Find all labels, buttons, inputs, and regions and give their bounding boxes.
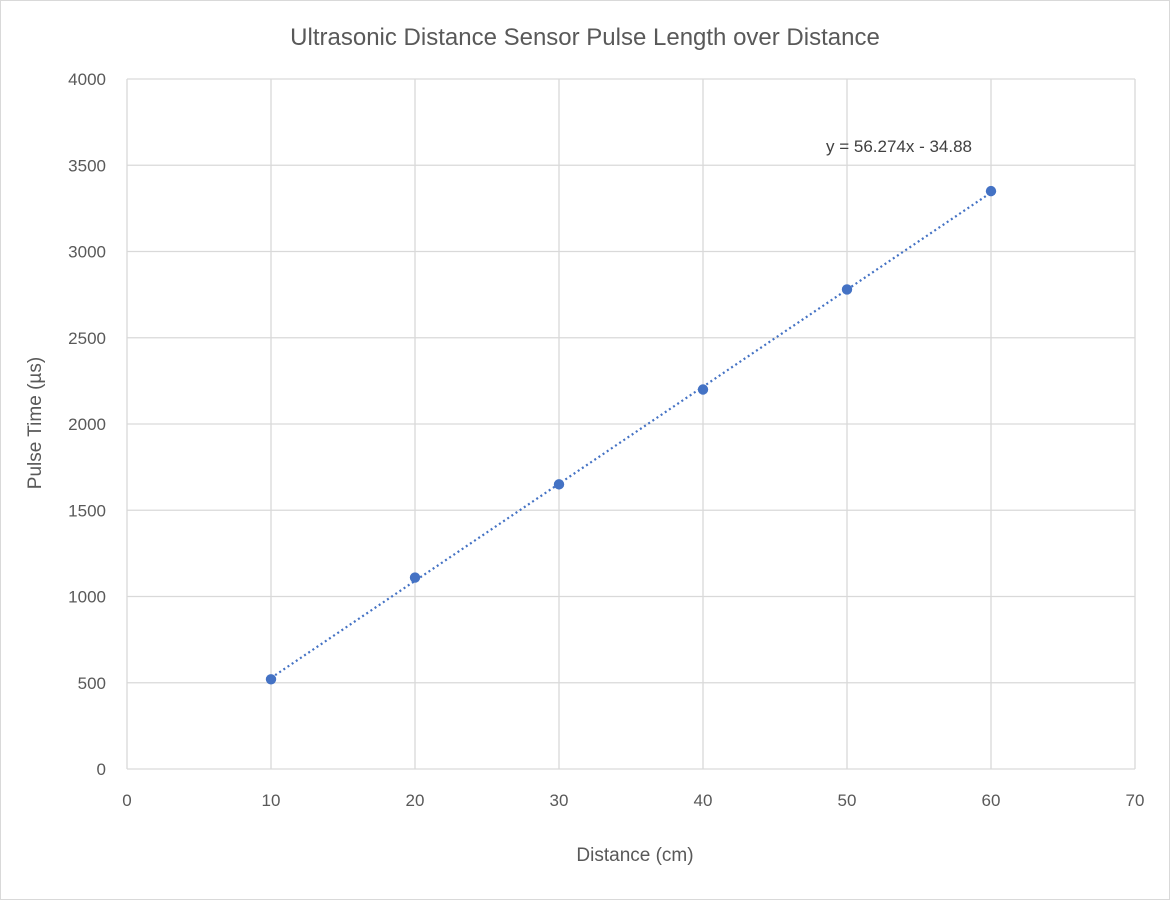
data-point: [697, 384, 709, 395]
y-tick-label: 4000: [68, 70, 106, 89]
data-point: [409, 572, 421, 583]
y-tick-label: 3000: [68, 243, 106, 262]
y-axis-title: Pulse Time (µs): [25, 357, 46, 489]
x-tick-label: 0: [122, 791, 131, 810]
trendline-equation: y = 56.274x - 34.88: [826, 137, 972, 156]
x-tick-label: 20: [406, 791, 425, 810]
y-tick-label: 1500: [68, 501, 106, 520]
y-tick-label: 2500: [68, 329, 106, 348]
y-tick-label: 3500: [68, 156, 106, 175]
trendline-path: [270, 191, 992, 679]
y-axis-ticks: 0 500 1000 1500 2000 2500 3000 3500 4000: [68, 70, 106, 779]
x-tick-label: 70: [1126, 791, 1145, 810]
y-tick-label: 1000: [68, 588, 106, 607]
x-tick-label: 50: [838, 791, 857, 810]
data-point: [841, 284, 853, 295]
data-point: [265, 674, 277, 685]
chart-title: Ultrasonic Distance Sensor Pulse Length …: [290, 24, 880, 51]
x-axis-title: Distance (cm): [576, 845, 693, 866]
data-point: [985, 185, 997, 197]
x-tick-label: 60: [982, 791, 1001, 810]
data-points: [265, 185, 997, 685]
gridlines: [126, 78, 1136, 770]
y-tick-label: 2000: [68, 415, 106, 434]
trendline: [270, 191, 992, 679]
y-tick-label: 0: [97, 760, 106, 779]
y-tick-label: 500: [78, 674, 106, 693]
x-tick-label: 40: [694, 791, 713, 810]
x-axis-ticks: 0 10 20 30 40 50 60 70: [122, 791, 1144, 810]
x-tick-label: 30: [550, 791, 569, 810]
data-point: [553, 479, 565, 490]
x-tick-label: 10: [262, 791, 281, 810]
